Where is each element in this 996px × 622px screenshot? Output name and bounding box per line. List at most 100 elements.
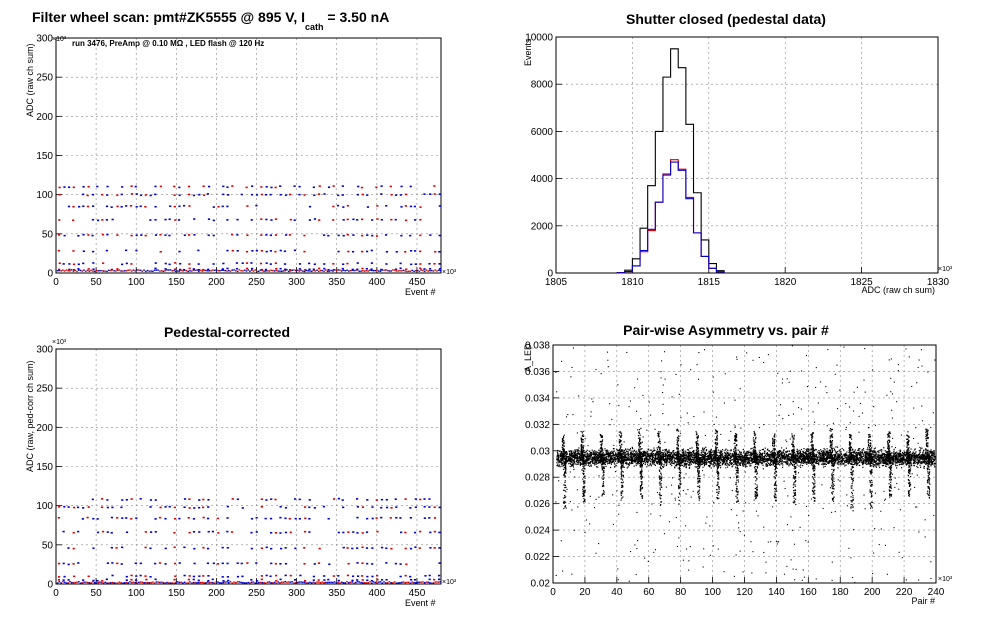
panel1-baseline-point bbox=[363, 270, 366, 272]
panel3-point bbox=[366, 562, 369, 565]
panel4-point bbox=[885, 463, 887, 465]
panel3-baseline-point bbox=[249, 582, 251, 584]
panel3-baseline-point bbox=[141, 581, 144, 583]
panel1-baseline-point bbox=[309, 270, 311, 272]
panel1-point bbox=[57, 234, 61, 236]
panel4-point bbox=[904, 459, 906, 461]
panel4-point bbox=[860, 452, 862, 454]
panel4-point bbox=[800, 450, 802, 453]
panel3-baseline-point bbox=[257, 581, 260, 584]
panel4-point bbox=[635, 454, 637, 456]
panel4-point bbox=[674, 467, 676, 469]
panel4-point bbox=[753, 458, 756, 460]
panel2-y-tick-label: 2000 bbox=[531, 221, 554, 232]
panel4-point bbox=[914, 457, 916, 460]
panel1-baseline-point bbox=[178, 270, 181, 272]
panel4-point bbox=[786, 461, 788, 463]
panel4-point bbox=[862, 461, 864, 464]
panel3-point bbox=[346, 574, 350, 577]
panel4-point bbox=[646, 461, 649, 463]
panel4-point bbox=[917, 466, 919, 469]
panel3-baseline-point bbox=[220, 582, 223, 584]
panel4-point bbox=[896, 456, 899, 458]
panel4-point bbox=[854, 456, 856, 458]
panel1-point bbox=[206, 193, 210, 195]
panel3-point bbox=[380, 516, 383, 519]
panel4-point bbox=[756, 456, 758, 458]
panel1-baseline-point bbox=[323, 270, 325, 272]
panel1-point bbox=[130, 185, 133, 187]
panel4-point bbox=[581, 459, 583, 461]
panel4-point bbox=[589, 459, 591, 461]
panel3-point bbox=[158, 562, 162, 564]
panel4-point bbox=[577, 450, 579, 452]
panel4-point bbox=[723, 457, 725, 459]
panel4-point bbox=[609, 459, 612, 461]
panel4-point bbox=[929, 450, 931, 453]
panel1-point bbox=[298, 185, 301, 188]
panel3-point bbox=[115, 547, 118, 549]
panel1-point bbox=[366, 194, 369, 196]
panel4-point bbox=[814, 450, 816, 452]
panel4-point bbox=[626, 457, 628, 459]
panel3-baseline-point bbox=[199, 581, 202, 584]
panel4-point bbox=[762, 464, 764, 466]
panel1-point bbox=[399, 262, 402, 265]
panel3-point bbox=[106, 562, 110, 564]
panel4-point bbox=[879, 459, 881, 462]
panel4-point bbox=[758, 459, 760, 461]
panel4-point bbox=[841, 461, 843, 463]
panel4-point bbox=[786, 460, 788, 463]
panel3-point bbox=[222, 580, 225, 582]
panel1-baseline-point bbox=[328, 270, 331, 272]
panel4-point bbox=[559, 454, 561, 456]
panel4-point bbox=[718, 459, 720, 461]
panel1-baseline-point bbox=[164, 269, 167, 272]
panel4-point bbox=[887, 460, 889, 462]
panel4-point bbox=[747, 459, 750, 461]
panel4-point bbox=[690, 457, 692, 460]
panel1-point bbox=[91, 234, 94, 237]
panel1-point bbox=[207, 218, 211, 220]
panel4-point bbox=[696, 459, 698, 461]
panel4-point bbox=[635, 457, 637, 459]
panel4-point bbox=[810, 460, 812, 462]
panel4-point bbox=[593, 462, 595, 465]
panel4-point bbox=[594, 454, 597, 456]
panel4-point bbox=[852, 451, 854, 453]
panel4-point bbox=[873, 459, 875, 461]
panel3-point bbox=[312, 575, 315, 578]
panel3-point bbox=[250, 579, 253, 581]
panel4-point bbox=[578, 463, 580, 465]
panel3-point bbox=[91, 498, 94, 501]
panel1-point bbox=[235, 267, 239, 270]
panel3-baseline-point bbox=[107, 582, 110, 584]
panel3-baseline-point bbox=[194, 581, 197, 584]
panel4-point bbox=[800, 452, 802, 454]
panel1-point bbox=[269, 193, 272, 196]
panel4-point bbox=[810, 462, 812, 464]
panel3-point bbox=[260, 506, 263, 508]
panel3-point bbox=[154, 499, 157, 501]
panel4-point bbox=[741, 459, 743, 461]
panel4-point bbox=[612, 448, 614, 450]
panel4-point bbox=[835, 451, 838, 453]
panel4-point bbox=[924, 453, 926, 455]
panel1-point bbox=[250, 193, 254, 196]
panel2-y-tick-label: 10000 bbox=[525, 33, 553, 44]
panel4-point bbox=[775, 452, 777, 455]
panel1-baseline-point bbox=[393, 269, 396, 271]
panel4-point bbox=[572, 455, 574, 457]
panel4-point bbox=[654, 449, 656, 452]
panel4-point bbox=[708, 464, 710, 467]
panel4-point bbox=[789, 463, 791, 465]
panel4-point bbox=[581, 462, 583, 464]
panel1-baseline-point bbox=[404, 270, 407, 272]
panel1-point bbox=[178, 268, 182, 271]
panel3-baseline-point bbox=[92, 581, 94, 583]
panel4-point bbox=[556, 458, 558, 460]
panel4-point bbox=[682, 455, 685, 457]
panel4-point bbox=[789, 457, 791, 459]
panel1-y-tick-label: 250 bbox=[36, 73, 53, 84]
panel4-point bbox=[809, 462, 812, 464]
